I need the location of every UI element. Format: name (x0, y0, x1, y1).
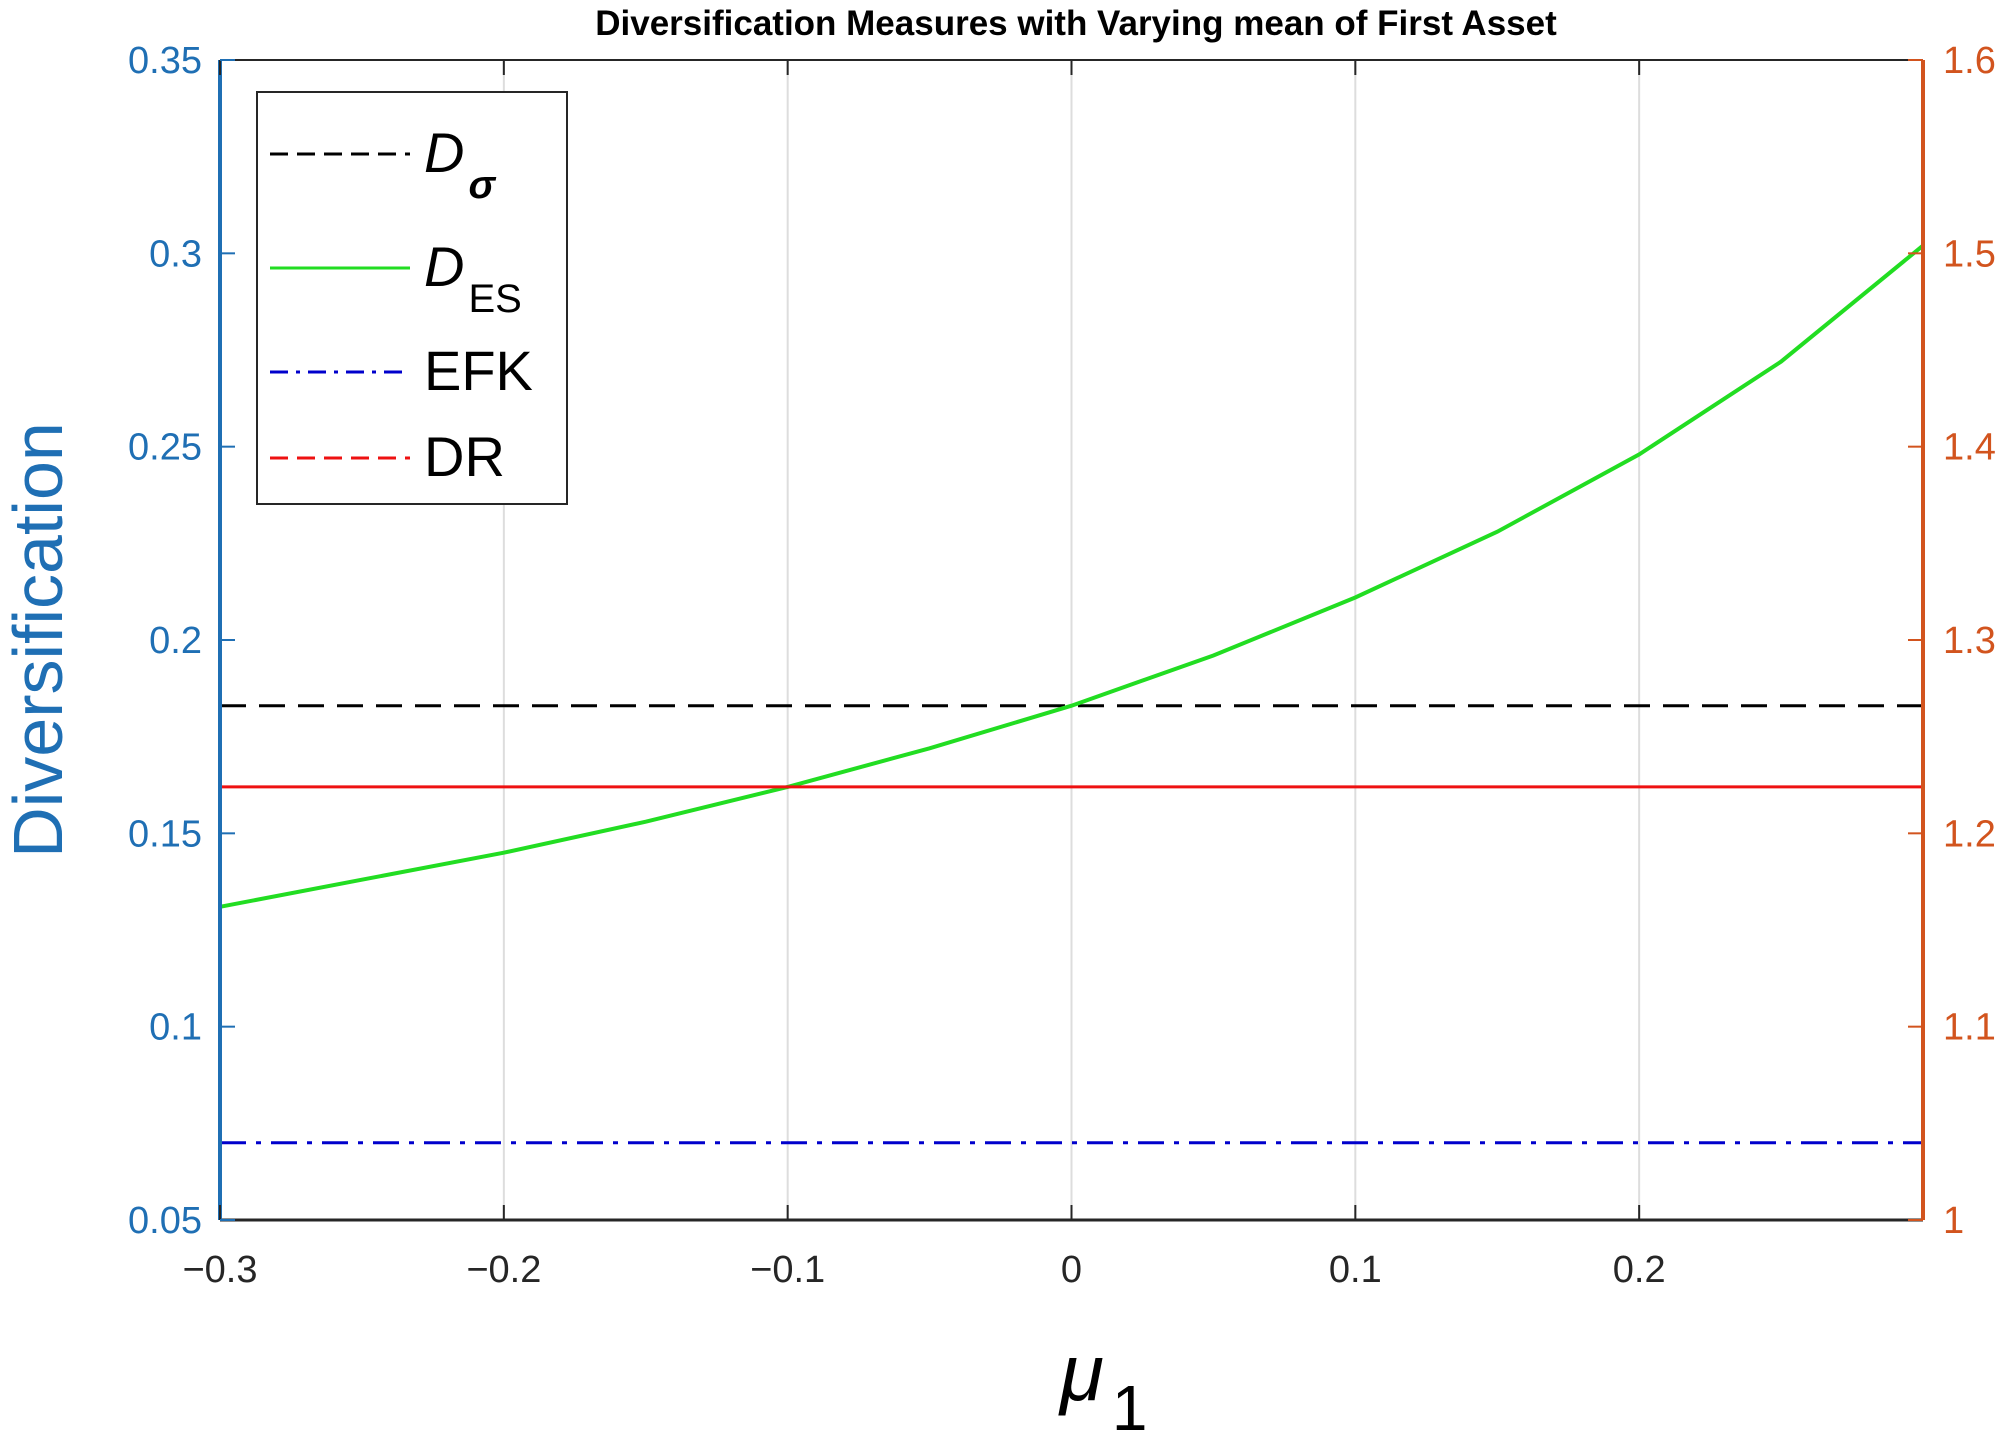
legend-label-main: DR (424, 425, 505, 488)
axes: −0.3 −0.2 −0.1 0 0.1 0.2 0.05 0.1 0.15 0.2 0.25 0.3… (128, 40, 1996, 1291)
legend-label: Dσ (424, 121, 496, 207)
y-tick-label-right: 1.5 (1943, 233, 1996, 275)
x-tick-label: 0.1 (1329, 1249, 1382, 1291)
x-tick-label: −0.2 (466, 1249, 541, 1291)
legend-label: DES (424, 235, 522, 321)
y-tick-label-right: 1.3 (1943, 620, 1996, 662)
x-axis-label-subscript: 1 (1112, 1372, 1148, 1444)
y-tick-label-right: 1.4 (1943, 427, 1996, 469)
y-tick-label-right: 1.6 (1943, 40, 1996, 82)
y-tick-label-left: 0.1 (149, 1007, 202, 1049)
x-tick-label: −0.1 (750, 1249, 825, 1291)
legend-label: DR (424, 425, 505, 488)
x-tick-label: 0 (1061, 1249, 1082, 1291)
legend-label-subscript: σ (468, 163, 496, 207)
legend-box (256, 91, 568, 505)
y-tick-label-right: 1.2 (1943, 813, 1996, 855)
legend-label-main: D (424, 121, 464, 184)
y-tick-label-right: 1 (1943, 1200, 1964, 1242)
legend-label-subscript: ES (468, 277, 521, 321)
series-line-d-es (219, 244, 1925, 909)
legend-label: EFK (424, 339, 533, 402)
series-layer (219, 244, 1925, 1145)
legend-label-main: D (424, 235, 464, 298)
y-tick-label-left: 0.3 (149, 233, 202, 275)
y-tick-label-left: 0.05 (128, 1200, 202, 1242)
x-tick-label: 0.2 (1613, 1249, 1666, 1291)
y-tick-label-left: 0.2 (149, 620, 202, 662)
x-axis-label-symbol: μ (1058, 1328, 1104, 1417)
y-tick-label-left: 0.25 (128, 427, 202, 469)
y-axis-label-left: Diversification (0, 422, 77, 858)
x-tick-label: −0.3 (182, 1249, 257, 1291)
y-tick-label-right: 1.1 (1943, 1007, 1996, 1049)
chart-title: Diversification Measures with Varying me… (595, 4, 1557, 43)
y-tick-label-left: 0.35 (128, 40, 202, 82)
y-tick-label-left: 0.15 (128, 813, 202, 855)
legend-label-main: EFK (424, 339, 533, 402)
grid (502, 60, 1641, 1220)
